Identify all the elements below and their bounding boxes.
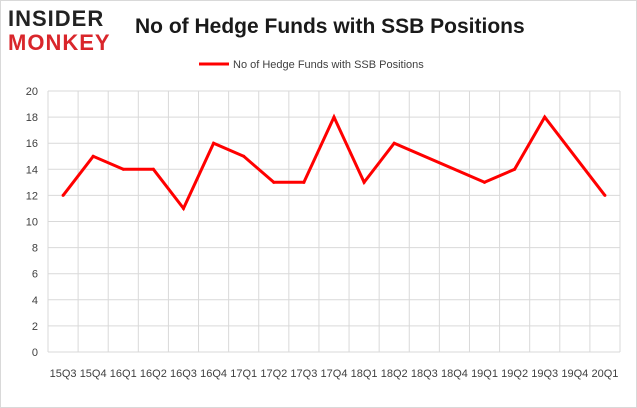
grid-lines (47, 90, 621, 353)
data-point (362, 180, 366, 184)
data-point (91, 154, 95, 158)
logo-line-1: INSIDER (8, 6, 105, 31)
x-tick-label: 19Q3 (531, 368, 558, 380)
x-tick-label: 17Q3 (290, 368, 317, 380)
chart-title: No of Hedge Funds with SSB Positions (135, 15, 525, 38)
x-tick-label: 16Q2 (140, 368, 167, 380)
data-point (272, 180, 276, 184)
y-tick-label: 16 (26, 138, 38, 150)
data-point (543, 115, 547, 119)
x-tick-label: 18Q4 (441, 368, 468, 380)
data-point (181, 206, 185, 210)
y-tick-label: 20 (26, 86, 38, 98)
x-tick-label: 19Q2 (501, 368, 528, 380)
x-tick-label: 15Q3 (50, 368, 77, 380)
legend-label: No of Hedge Funds with SSB Positions (233, 59, 424, 71)
data-point (212, 141, 216, 145)
x-axis-ticks: 15Q3 15Q4 16Q1 16Q2 16Q3 16Q4 17Q1 17Q2 17Q3 17Q4… (50, 368, 619, 380)
x-tick-label: 18Q2 (381, 368, 408, 380)
y-tick-label: 14 (26, 164, 38, 176)
y-tick-label: 4 (32, 295, 38, 307)
legend: No of Hedge Funds with SSB Positions (199, 59, 424, 71)
x-tick-label: 17Q4 (321, 368, 348, 380)
data-point (121, 167, 125, 171)
data-point (61, 193, 65, 197)
x-tick-label: 19Q1 (471, 368, 498, 380)
x-tick-label: 18Q1 (351, 368, 378, 380)
data-point (483, 180, 487, 184)
x-tick-label: 17Q1 (230, 368, 257, 380)
series-line (61, 113, 607, 212)
x-tick-label: 16Q3 (170, 368, 197, 380)
y-tick-label: 2 (32, 321, 38, 333)
logo-line-2: MONKEY (8, 30, 111, 55)
data-point (332, 115, 336, 119)
y-tick-label: 12 (26, 190, 38, 202)
data-point (603, 193, 607, 197)
x-tick-label: 19Q4 (561, 368, 588, 380)
data-point (242, 154, 246, 158)
data-point (392, 141, 396, 145)
x-tick-label: 16Q1 (110, 368, 137, 380)
x-tick-label: 18Q3 (411, 368, 438, 380)
x-tick-label: 15Q4 (80, 368, 107, 380)
y-tick-label: 10 (26, 217, 38, 229)
data-point (151, 167, 155, 171)
insider-monkey-logo: INSIDER MONKEY (8, 6, 120, 54)
data-point (513, 167, 517, 171)
series-group (61, 113, 607, 212)
y-tick-label: 8 (32, 243, 38, 255)
x-tick-label: 20Q1 (591, 368, 618, 380)
x-tick-label: 16Q4 (200, 368, 227, 380)
y-tick-label: 0 (32, 347, 38, 359)
data-point (302, 180, 306, 184)
x-tick-label: 17Q2 (260, 368, 287, 380)
y-tick-label: 6 (32, 269, 38, 281)
y-axis-ticks: 0 2 4 6 8 10 12 14 16 18 20 (26, 86, 38, 359)
y-tick-label: 18 (26, 112, 38, 124)
